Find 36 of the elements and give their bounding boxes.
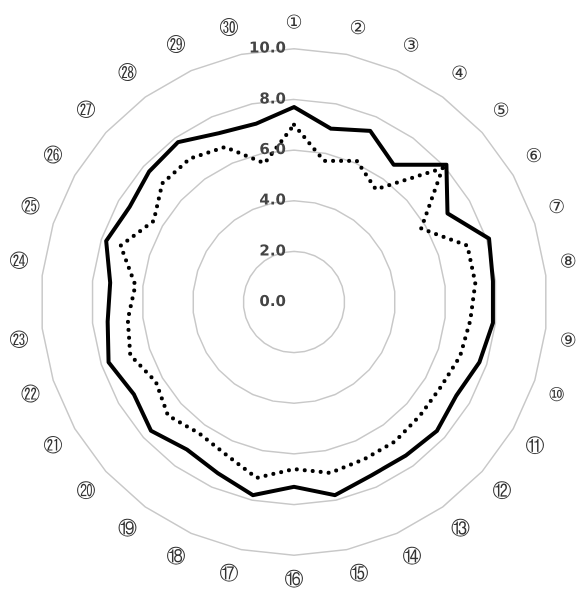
spoke-label: ㉔ <box>9 250 28 273</box>
spoke-label: ④ <box>451 62 468 84</box>
y-tick-label: 6.0 <box>259 140 286 158</box>
spoke-label: ㉙ <box>166 34 186 56</box>
spoke-label: ㉚ <box>219 17 238 40</box>
y-tick-label: 10.0 <box>248 38 286 57</box>
spoke-label: ① <box>285 11 303 34</box>
spoke-label: ② <box>350 17 367 40</box>
y-tick-label: 2.0 <box>259 241 286 260</box>
spoke-label: ㉗ <box>76 100 96 122</box>
spoke-label: ⑱ <box>166 545 186 568</box>
spoke-label: ㉑ <box>44 434 63 457</box>
y-tick-label: 8.0 <box>259 89 286 108</box>
spoke-label: ㉖ <box>44 144 63 167</box>
spoke-label: ⑥ <box>525 144 542 167</box>
spoke-label: ㉕ <box>20 196 40 218</box>
spoke-label: ⑫ <box>492 480 512 502</box>
y-tick-label: 0.0 <box>259 292 286 310</box>
y-tick-label: 4.0 <box>259 190 286 209</box>
spoke-label: ⑮ <box>350 562 369 585</box>
spoke-label: ⑦ <box>548 196 566 218</box>
spoke-label: ㉒ <box>20 384 40 406</box>
spoke-label: ⑲ <box>118 518 137 540</box>
spoke-label: ⑰ <box>219 562 238 585</box>
spoke-label: ⑳ <box>76 480 96 502</box>
spoke-label: ㉓ <box>9 329 28 352</box>
spoke-label: ③ <box>402 34 420 56</box>
spoke-label: ⑨ <box>560 329 577 352</box>
spoke-label: ⑤ <box>492 100 510 122</box>
spoke-label: ⑬ <box>451 518 470 540</box>
spoke-label: ⑪ <box>525 434 544 457</box>
spoke-label: ㉘ <box>118 62 137 84</box>
spoke-label: ⑭ <box>402 545 422 568</box>
spoke-label: ⑧ <box>560 250 577 273</box>
spoke-label: ⑩ <box>548 384 566 406</box>
spoke-label: ⑯ <box>284 568 304 591</box>
